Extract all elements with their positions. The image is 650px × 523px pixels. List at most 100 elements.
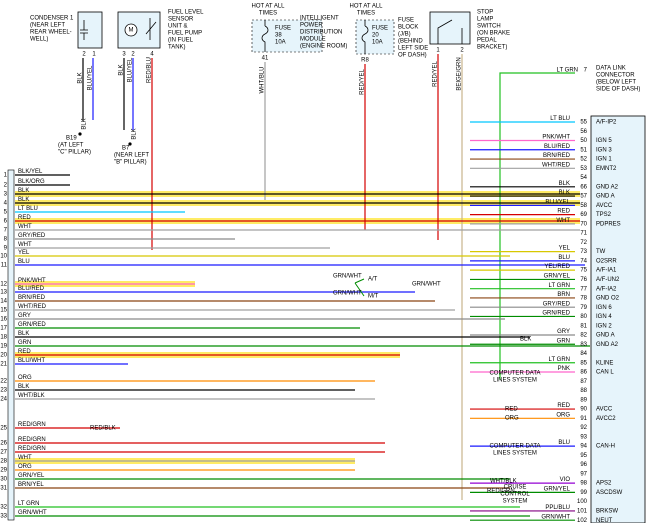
component-name: SWITCH bbox=[477, 24, 501, 30]
ground-id: B19 bbox=[66, 136, 77, 142]
wire-color: PNK/WHT bbox=[542, 135, 570, 141]
pin-number: 71 bbox=[580, 231, 587, 237]
wire-color: GRY/RED bbox=[543, 301, 571, 307]
component-name: STOP bbox=[477, 10, 493, 16]
switch-symbol bbox=[437, 19, 463, 44]
pin-number: 70 bbox=[580, 221, 587, 227]
component-name: DATA LINK bbox=[596, 66, 626, 72]
wire-color: RED/BLU bbox=[147, 57, 153, 83]
pin-number: 82 bbox=[580, 333, 587, 339]
pin-number: 4 bbox=[4, 201, 8, 207]
wire-color: VIO bbox=[560, 477, 571, 483]
wire-color: ORG bbox=[556, 412, 570, 418]
wire-color: RED/YEL bbox=[433, 61, 439, 87]
pin-function: KLINE bbox=[596, 360, 613, 366]
pin-number: R8 bbox=[361, 58, 369, 64]
fuse-symbol bbox=[361, 20, 369, 54]
wire-color: YEL bbox=[559, 246, 571, 252]
sender-symbol bbox=[145, 18, 157, 40]
motor-symbol bbox=[124, 23, 138, 37]
pin-number: 88 bbox=[580, 388, 587, 394]
pin-number: 56 bbox=[580, 129, 587, 135]
wire-color: BLU/YEL bbox=[545, 199, 570, 205]
component-name: FUEL PUMP bbox=[168, 31, 202, 37]
pin-number: 94 bbox=[580, 444, 587, 450]
pin-number: 15 bbox=[0, 308, 7, 314]
wire-color: YEL/RED bbox=[544, 264, 570, 270]
fuse-label: 20 bbox=[372, 33, 379, 39]
component-name: (J/B) bbox=[398, 32, 411, 38]
pin-number: 13 bbox=[0, 290, 7, 296]
wire-color: RED bbox=[18, 349, 31, 355]
component-name: (ON BRAKE bbox=[477, 31, 510, 37]
pin-function: O2SRR bbox=[596, 258, 617, 264]
wire-color: GRN/RED bbox=[18, 322, 46, 328]
wire-color: GRN/YEL bbox=[544, 486, 571, 492]
supply-label: HOT AT ALL bbox=[251, 4, 285, 10]
ground-point bbox=[78, 132, 82, 136]
wire-color: YEL bbox=[18, 250, 30, 256]
wire-color: RED/GRN bbox=[18, 446, 46, 452]
wire-color: RED/GRN bbox=[18, 437, 46, 443]
pin-number: 19 bbox=[0, 344, 7, 350]
wire-color: GRY bbox=[557, 329, 570, 335]
pin-number: 75 bbox=[580, 268, 587, 274]
annotation: GRN/WHT bbox=[333, 274, 362, 280]
annotation: GRN/WHT bbox=[333, 291, 362, 297]
pin-number: 32 bbox=[0, 505, 7, 511]
pin-number: 3 bbox=[122, 52, 126, 58]
wire-color: BLK bbox=[559, 181, 570, 187]
wire-color: GRN/YEL bbox=[544, 273, 571, 279]
wire-color: BLK bbox=[18, 384, 29, 390]
wire-color: BLU/RED bbox=[18, 286, 45, 292]
pin-number: 1 bbox=[92, 52, 96, 58]
annotation: WHT/BLK bbox=[490, 479, 517, 485]
wire-color: BEIGE/GRN bbox=[457, 57, 463, 90]
component-name: POWER bbox=[300, 23, 323, 29]
wire-color: PPL/BLU bbox=[545, 505, 570, 511]
pin-number: 5 bbox=[4, 210, 8, 216]
pin-function: TW bbox=[596, 249, 606, 255]
pin-number: 57 bbox=[580, 194, 587, 200]
component-name: BLOCK bbox=[398, 25, 418, 31]
pin-number: 33 bbox=[0, 514, 7, 520]
wire-color: WHT/RED bbox=[542, 162, 571, 168]
supply-label: TIMES bbox=[357, 11, 375, 17]
pin-number: 6 bbox=[4, 219, 8, 225]
pin-number: 21 bbox=[0, 362, 7, 368]
pin-number: 89 bbox=[580, 397, 587, 403]
pin-number: 20 bbox=[0, 353, 7, 359]
at-mt-branch bbox=[354, 278, 365, 297]
wire-color: LT GRN bbox=[18, 501, 39, 507]
wire-color: BLU bbox=[558, 255, 570, 261]
pin-number: 90 bbox=[580, 407, 587, 413]
wire-color: BRN/RED bbox=[543, 153, 571, 159]
fuse-label: 10A bbox=[372, 40, 383, 46]
pin-number: 73 bbox=[580, 249, 587, 255]
pin-number: 28 bbox=[0, 459, 7, 465]
pin-function: PDPRES bbox=[596, 221, 621, 227]
pin-number: 83 bbox=[580, 342, 587, 348]
capacitor-symbol bbox=[80, 20, 88, 40]
pin-number: 14 bbox=[0, 299, 7, 305]
pin-number: 3 bbox=[4, 192, 8, 198]
pin-function: A/F-UN2 bbox=[596, 277, 620, 283]
pin-number: 8 bbox=[4, 237, 8, 243]
pin-function: AVCC bbox=[596, 203, 613, 209]
wire-color: RED/GRN bbox=[18, 422, 46, 428]
pin-number: 41 bbox=[262, 56, 269, 62]
annotation: GRN/WHT bbox=[412, 282, 441, 288]
pin-number: 78 bbox=[580, 296, 587, 302]
pin-number: 55 bbox=[580, 120, 587, 126]
wire-color: BRN/YEL bbox=[18, 482, 44, 488]
wire-color: LT GRN bbox=[549, 357, 570, 363]
component-name: FUSE bbox=[398, 18, 414, 24]
pin-number: 91 bbox=[580, 416, 587, 422]
pin-number: 24 bbox=[0, 397, 7, 403]
ecm-connector-right bbox=[590, 115, 646, 523]
wire-color: WHT/BLK bbox=[18, 393, 45, 399]
pin-function: BRKSW bbox=[596, 508, 618, 514]
wire-color: PNK bbox=[558, 366, 570, 372]
annotation: M/T bbox=[368, 294, 379, 300]
pin-number: 16 bbox=[0, 317, 7, 323]
